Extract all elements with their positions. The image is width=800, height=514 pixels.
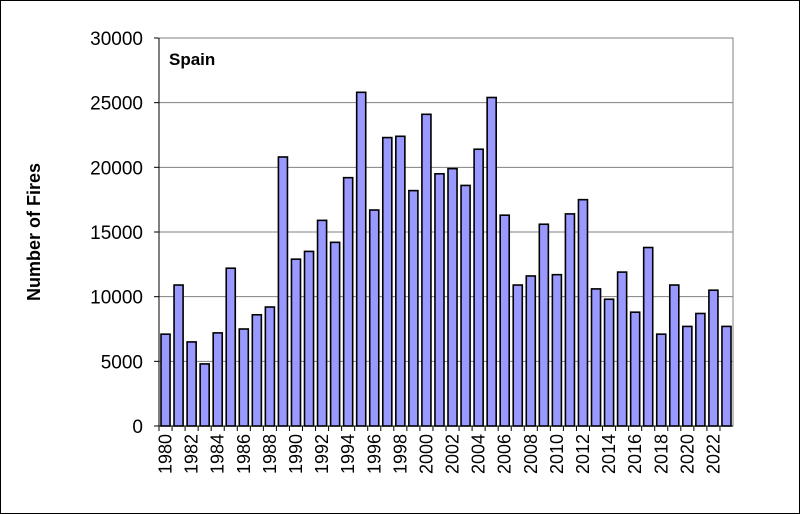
bar-1989 <box>277 156 289 427</box>
bar-2021 <box>695 312 706 427</box>
bar-2014 <box>603 298 615 427</box>
x-tick-label: 1982 <box>182 434 202 474</box>
bar-1996 <box>368 209 380 427</box>
bar-2016 <box>629 311 641 427</box>
x-tick-label: 2002 <box>443 434 463 474</box>
y-tick-label: 5000 <box>101 352 143 373</box>
x-tick-label: 2020 <box>677 434 697 474</box>
bar-1995 <box>355 91 367 427</box>
x-tick-label: 1988 <box>260 434 280 474</box>
bar-1988 <box>264 306 276 427</box>
bar-1994 <box>342 176 354 427</box>
x-tick-label: 2014 <box>599 434 619 474</box>
bar-2012 <box>577 198 589 427</box>
bar-2005 <box>486 96 497 427</box>
bar-1987 <box>251 313 263 427</box>
x-tick-label: 1984 <box>208 434 228 474</box>
y-tick-label: 15000 <box>90 223 143 244</box>
bar-2002 <box>447 167 458 427</box>
y-tick-label: 25000 <box>90 94 143 115</box>
bar-1997 <box>381 136 393 427</box>
bar-2007 <box>512 284 524 427</box>
x-tick-label: 2000 <box>416 434 436 474</box>
x-tick-label: 2006 <box>495 434 515 474</box>
bar-2023 <box>721 325 732 427</box>
y-tick-label: 20000 <box>90 158 143 179</box>
bar-2004 <box>473 148 484 427</box>
x-tick-label: 1986 <box>234 434 254 474</box>
bar-2018 <box>655 333 667 427</box>
y-axis-title: Number of Fires <box>24 163 44 301</box>
bar-2000 <box>421 113 432 427</box>
x-tick-label: 2016 <box>625 434 645 474</box>
bar-1992 <box>316 219 328 427</box>
x-tick-label: 1994 <box>338 434 358 474</box>
x-tick-label: 1990 <box>286 434 306 474</box>
x-tick-label: 2004 <box>469 434 489 474</box>
chart-title: Spain <box>169 50 215 69</box>
bar-2017 <box>642 246 654 427</box>
bar-2015 <box>616 271 628 427</box>
x-tick-label: 1992 <box>312 434 332 474</box>
bar-2006 <box>499 214 511 427</box>
bar-2003 <box>460 184 471 427</box>
bar-1986 <box>238 328 250 427</box>
bar-1991 <box>303 250 315 427</box>
bars <box>160 91 732 427</box>
y-tick-label: 10000 <box>90 288 143 309</box>
bar-1993 <box>329 241 341 427</box>
x-tick-label: 2008 <box>521 434 541 474</box>
bar-2020 <box>682 325 693 427</box>
y-tick-labels: 0 5000 10000 15000 20000 25000 30000 <box>90 29 143 438</box>
bar-2001 <box>434 173 445 427</box>
y-tick-label: 30000 <box>90 29 143 50</box>
bar-1980 <box>160 333 171 427</box>
bar-1983 <box>199 363 210 427</box>
x-tick-label: 2018 <box>651 434 671 474</box>
x-tick-label: 1980 <box>156 434 176 474</box>
bar-2022 <box>708 289 719 427</box>
x-tick-label: 2010 <box>547 434 567 474</box>
bar-1982 <box>186 341 197 427</box>
bar-2011 <box>564 213 576 427</box>
x-tick-labels: 1980 1982 1984 1986 1988 1990 1992 1994 1996 1998… <box>156 426 723 474</box>
bar-2009 <box>538 223 550 427</box>
bar-1981 <box>173 284 184 427</box>
x-tick-label: 2012 <box>573 434 593 474</box>
bar-1984 <box>212 332 224 427</box>
bar-2008 <box>525 275 537 427</box>
bar-1999 <box>408 189 419 427</box>
x-tick-label: 2022 <box>703 434 723 474</box>
bar-2019 <box>668 284 680 427</box>
bar-2010 <box>551 273 563 427</box>
x-tick-label: 1996 <box>364 434 384 474</box>
bar-1985 <box>225 267 237 427</box>
bar-1998 <box>395 135 406 427</box>
x-tick-label: 1998 <box>390 434 410 474</box>
y-tick-label: 0 <box>132 417 143 438</box>
bar-2013 <box>590 288 602 427</box>
bar-1990 <box>290 258 302 427</box>
